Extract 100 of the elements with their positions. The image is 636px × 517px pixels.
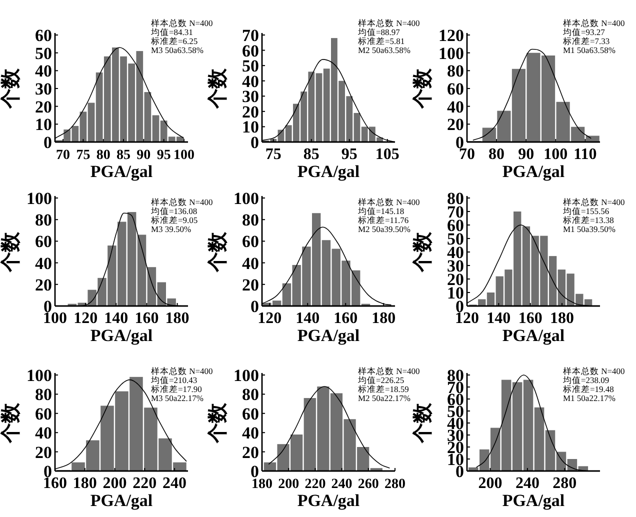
y-axis-title: 个数 [207, 68, 229, 110]
x-tick-label: 105 [375, 146, 400, 163]
y-tick-label: 100 [234, 189, 259, 208]
y-tick-label: 20 [242, 442, 259, 462]
x-axis-title: PGA/gal [90, 326, 153, 345]
x-tick-label: 80 [488, 146, 505, 163]
y-tick-label: 60 [35, 26, 52, 45]
x-tick-label: 180 [165, 310, 190, 327]
x-tick-label: 220 [132, 475, 157, 492]
x-tick-label: 85 [116, 148, 131, 163]
y-axis-title: 个数 [0, 68, 22, 110]
y-tick-label: 20 [447, 115, 464, 134]
y-tick-label: 30 [35, 80, 52, 98]
x-tick-label: 180 [550, 310, 574, 327]
y-tick-label: 40 [242, 254, 259, 273]
y-tick-label: 20 [35, 275, 52, 294]
y-tick-label: 60 [447, 80, 464, 98]
text: 样本总数 N=400 [151, 18, 213, 28]
x-tick-label: 200 [278, 477, 300, 492]
y-axis-title: 个数 [207, 231, 229, 273]
x-tick-label: 110 [574, 146, 597, 163]
y-tick-label: 50 [35, 44, 52, 63]
x-tick-label: 240 [331, 477, 352, 492]
annotation: 样本总数 N=400 [151, 197, 213, 207]
annotation: 均值=155.56 [562, 206, 610, 216]
x-tick-label: 70 [56, 148, 70, 163]
annotation: M3 50a63.58% [151, 45, 204, 55]
x-tick-label: 160 [334, 310, 358, 327]
x-tick-label: 75 [265, 146, 282, 163]
annotation: 标准差=7.33 [562, 36, 610, 46]
y-tick-label: 80 [242, 210, 259, 230]
annotation: 样本总数 N=400 [358, 197, 420, 207]
x-tick-label: 200 [102, 475, 127, 492]
annotation: 样本总数 N=400 [563, 197, 625, 207]
x-tick-label: 280 [384, 477, 406, 492]
x-tick-label: 100 [173, 148, 194, 163]
x-tick-label: 180 [252, 477, 272, 492]
x-tick-label: 180 [72, 475, 97, 492]
x-axis-title: PGA/gal [90, 162, 153, 181]
x-tick-label: 160 [134, 310, 159, 327]
x-axis-title: PGA/gal [90, 491, 153, 510]
y-tick-label: 20 [35, 442, 52, 462]
y-axis-title: 个数 [412, 231, 434, 273]
x-tick-label: 80 [96, 148, 110, 163]
text: 样本总数 N=400 [358, 18, 420, 28]
annotation: 均值=136.08 [150, 206, 198, 216]
annotation: 样本总数 N=400 [563, 366, 625, 376]
annotation: 均值=226.25 [357, 375, 404, 385]
x-tick-label: 95 [156, 148, 171, 163]
annotation: M2 50a63.58% [358, 45, 410, 55]
annotation: 均值=93.27 [562, 27, 605, 37]
y-axis-title: 个数 [0, 231, 22, 273]
y-tick-label: 60 [35, 232, 52, 252]
y-tick-label: 40 [35, 254, 52, 273]
x-tick-label: 100 [544, 146, 568, 163]
annotation: 样本总数 N=400 [151, 366, 213, 376]
x-axis-title: PGA/gal [297, 326, 360, 345]
x-tick-label: 140 [296, 310, 320, 327]
y-axis-title: 个数 [412, 68, 434, 110]
annotation: 标准差=18.59 [357, 384, 409, 394]
annotation: M1 50a39.50% [563, 224, 616, 234]
y-tick-label: 100 [26, 189, 52, 208]
x-tick-label: 75 [76, 148, 90, 163]
annotation: M2 50a39.50% [358, 224, 410, 234]
x-axis-title: PGA/gal [297, 491, 360, 510]
annotation: M3 39.50% [151, 224, 192, 234]
y-tick-label: 10 [35, 115, 52, 134]
x-tick-label: 160 [518, 310, 542, 327]
y-tick-label: 80 [35, 210, 52, 230]
y-tick-label: 100 [234, 366, 259, 385]
annotation: 标准差=13.38 [562, 215, 614, 225]
y-tick-label: 0 [250, 297, 259, 316]
x-axis-title: PGA/gal [502, 162, 565, 181]
y-axis-title: 个数 [207, 402, 229, 444]
annotation: 均值=210.43 [150, 375, 198, 385]
annotation: 标准差=5.81 [357, 36, 405, 46]
annotation: 均值=238.09 [562, 375, 610, 385]
y-tick-label: 20 [242, 275, 259, 294]
text: 样本总数 N=400 [563, 18, 625, 28]
annotation: 标准差=9.05 [150, 215, 198, 225]
annotation: 均值=88.97 [357, 27, 400, 37]
x-tick-label: 240 [162, 475, 187, 492]
y-tick-label: 40 [35, 62, 52, 81]
y-tick-label: 60 [35, 404, 52, 424]
y-tick-label: 100 [26, 366, 52, 385]
y-tick-label: 80 [447, 62, 464, 81]
y-tick-label: 40 [447, 97, 464, 116]
x-tick-label: 260 [358, 477, 379, 492]
y-tick-label: 20 [35, 97, 52, 116]
y-tick-label: 80 [242, 385, 259, 404]
x-tick-label: 180 [372, 310, 396, 327]
x-tick-label: 280 [552, 475, 577, 492]
annotation: M1 50a22.17% [563, 393, 616, 403]
y-tick-label: 0 [44, 133, 52, 152]
x-tick-label: 140 [486, 310, 511, 327]
annotation: 标准差=19.48 [562, 384, 614, 394]
y-tick-label: 60 [242, 232, 259, 252]
y-axis-title: 个数 [0, 402, 22, 444]
x-tick-label: 85 [303, 146, 320, 163]
annotation: 标准差=11.76 [357, 215, 409, 225]
